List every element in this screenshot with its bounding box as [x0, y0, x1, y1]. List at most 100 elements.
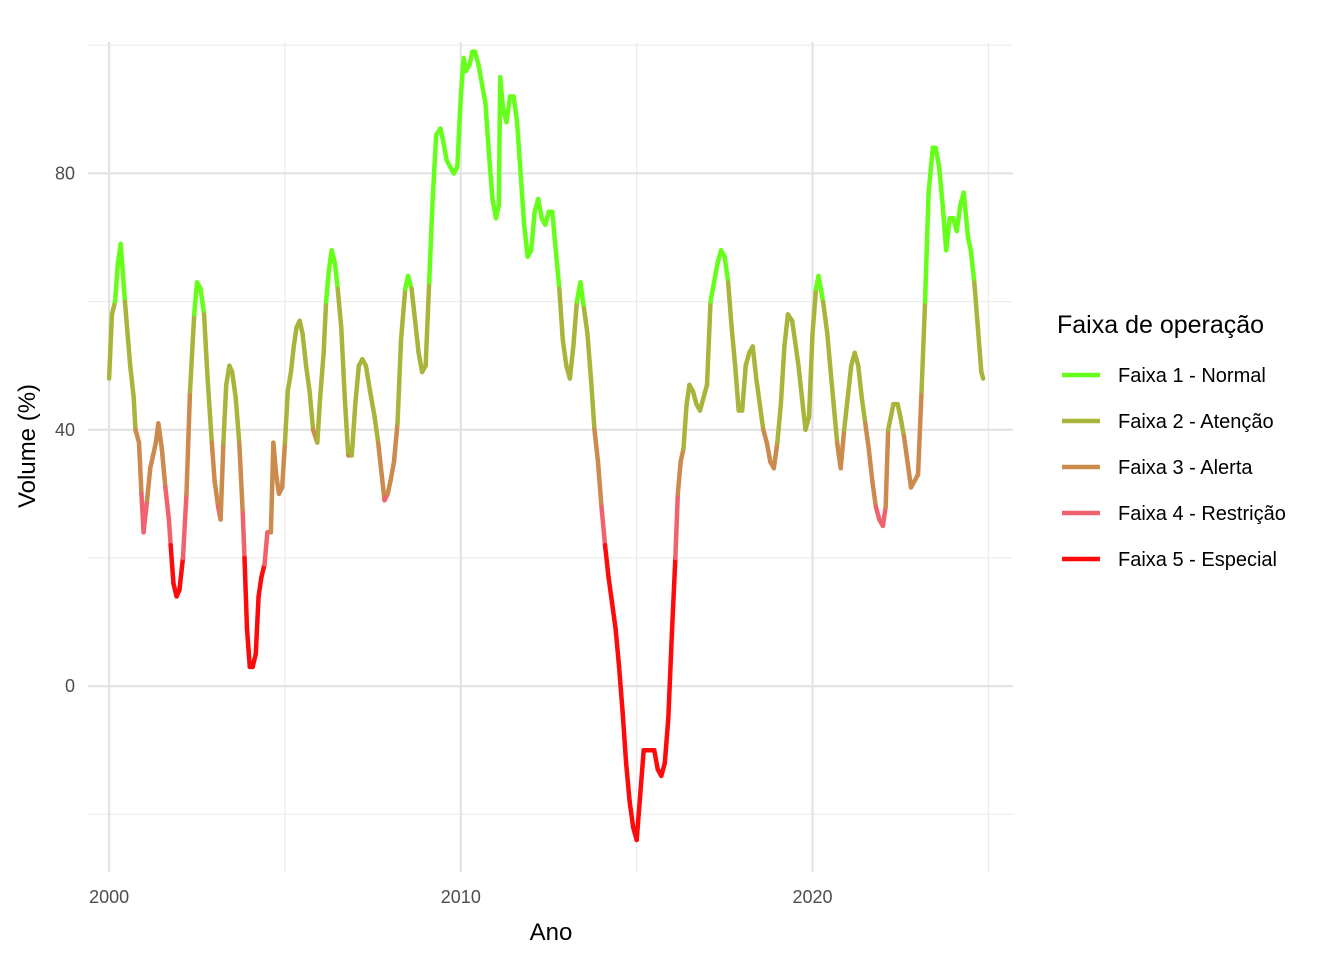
legend: Faixa de operação Faixa 1 - NormalFaixa … — [1057, 311, 1286, 571]
line-segment — [827, 363, 836, 407]
line-segment — [602, 542, 611, 580]
legend-label: Faixa 5 - Especial — [1118, 549, 1277, 571]
line-segment — [613, 626, 622, 670]
minor-gridlines — [88, 42, 1013, 872]
line-segment — [497, 75, 506, 112]
line-segment — [253, 594, 261, 657]
line-segment — [831, 401, 840, 445]
line-segment — [919, 299, 928, 394]
line-segment — [915, 389, 924, 477]
line-segment — [233, 395, 242, 445]
line-segment — [221, 382, 229, 445]
line-segment — [581, 305, 590, 336]
line-segment — [315, 395, 323, 445]
line-segment — [112, 260, 121, 304]
line-segment — [926, 145, 936, 195]
legend-entries: Faixa 1 - Normal Faixa 2 - Atenção Faixa 3… — [1062, 365, 1286, 571]
line-segment — [282, 389, 291, 445]
line-segment — [729, 324, 738, 368]
line-segment — [332, 260, 340, 292]
line-segment — [898, 414, 907, 439]
line-segment — [166, 517, 173, 548]
volume-line — [106, 49, 986, 843]
line-segment — [782, 312, 791, 349]
line-segment — [750, 344, 759, 381]
line-segment — [673, 491, 681, 561]
line-segment — [349, 401, 358, 458]
line-segment — [961, 190, 971, 240]
line-segment — [236, 440, 246, 516]
line-segment — [209, 440, 217, 484]
line-segment — [620, 709, 629, 766]
y-tick-label: 40 — [55, 420, 75, 440]
line-segment — [423, 280, 432, 368]
line-segment — [585, 331, 594, 381]
line-segment — [279, 440, 288, 490]
major-gridlines — [88, 42, 1013, 872]
legend-title: Faixa de operação — [1057, 311, 1264, 339]
line-segment — [212, 478, 221, 509]
line-segment — [757, 401, 766, 433]
line-segment — [722, 254, 731, 285]
line-segment — [163, 485, 172, 522]
line-segment — [483, 100, 492, 157]
line-segment — [430, 132, 439, 202]
line-segment — [771, 440, 780, 471]
line-segment — [806, 331, 815, 420]
line-segment — [792, 337, 801, 368]
line-segment — [845, 363, 854, 400]
line-segment — [725, 280, 734, 330]
line-segment — [201, 312, 210, 381]
line-segment — [866, 446, 875, 484]
line-segment — [669, 555, 678, 638]
line-segment — [972, 280, 981, 330]
line-segment — [262, 530, 270, 567]
line-segment — [943, 216, 952, 253]
line-segment — [704, 299, 713, 388]
line-segment — [535, 196, 544, 221]
line-segment — [398, 286, 408, 343]
line-segment — [571, 299, 580, 349]
x-tick-label: 2020 — [793, 887, 833, 907]
line-segment — [476, 62, 485, 86]
line-segment — [637, 747, 646, 798]
line-segment — [810, 286, 819, 336]
line-segment — [144, 465, 153, 503]
line-segment — [933, 145, 942, 170]
line-segment — [825, 331, 833, 368]
line-segment — [300, 331, 309, 368]
line-segment — [363, 363, 373, 394]
line-segment — [338, 324, 347, 400]
line-segment — [560, 337, 569, 368]
line-segment — [131, 395, 138, 433]
line-segment — [975, 324, 984, 375]
line-segment — [518, 171, 527, 227]
line-segment — [335, 286, 344, 330]
line-segment — [521, 222, 530, 259]
line-segment — [291, 324, 299, 349]
line-segment — [511, 94, 520, 125]
line-segment — [127, 363, 136, 400]
y-tick-label: 80 — [55, 163, 75, 183]
line-segment — [922, 190, 931, 304]
line-segment — [606, 574, 615, 606]
line-segment — [855, 363, 865, 400]
legend-label: Faixa 3 - Alerta — [1118, 457, 1253, 479]
line-segment — [303, 363, 312, 394]
line-segment — [504, 94, 513, 125]
line-segment — [775, 401, 784, 445]
line-segment — [205, 376, 215, 445]
line-segment — [936, 164, 945, 208]
line-segment — [106, 312, 115, 381]
line-segment — [623, 760, 632, 804]
line-segment — [479, 81, 488, 106]
line-segment — [859, 395, 868, 426]
line-segment — [711, 260, 720, 285]
line-segment — [553, 248, 562, 292]
line-segment — [198, 286, 207, 317]
line-segment — [883, 427, 891, 509]
line-segment — [379, 472, 387, 503]
line-segment — [486, 151, 495, 202]
line-segment — [285, 369, 294, 394]
